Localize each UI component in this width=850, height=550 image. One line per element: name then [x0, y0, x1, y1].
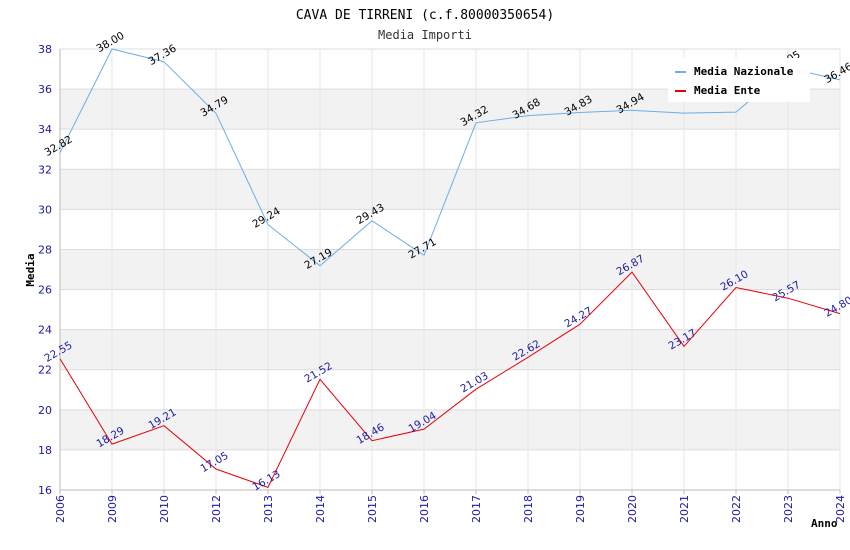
- x-tick-label: 2018: [522, 495, 535, 523]
- data-label: 32.82: [42, 133, 74, 158]
- y-tick-label: 30: [38, 203, 52, 216]
- x-tick-label: 2016: [418, 495, 431, 523]
- background-bands: [60, 89, 840, 450]
- legend-box: [668, 58, 810, 102]
- series-lines: [59, 48, 841, 489]
- x-tick-label: 2013: [262, 495, 275, 523]
- x-tick-label: 2014: [314, 495, 327, 523]
- grid-band: [60, 409, 840, 450]
- y-tick-label: 16: [38, 484, 52, 497]
- series-line-nazionale: [59, 48, 841, 267]
- chart-subtitle: Media Importi: [378, 28, 472, 42]
- x-tick-label: 2019: [574, 495, 587, 523]
- x-tick-label: 2024: [834, 495, 847, 523]
- legend: Media Nazionale Media Ente: [668, 58, 810, 102]
- y-tick-label: 38: [38, 43, 52, 56]
- y-tick-label: 36: [38, 83, 52, 96]
- x-tick-label: 2015: [366, 495, 379, 523]
- chart-title: CAVA DE TIRRENI (c.f.80000350654): [296, 8, 554, 23]
- y-tick-label: 20: [38, 404, 52, 417]
- data-label: 17.05: [198, 450, 230, 475]
- data-label: 37.36: [146, 42, 178, 68]
- y-axis-title: Media: [24, 253, 37, 286]
- x-tick-label: 2010: [158, 495, 171, 523]
- y-tick-label: 18: [38, 444, 52, 457]
- y-tick-label: 32: [38, 163, 52, 176]
- x-tick-label: 2017: [470, 495, 483, 523]
- y-tick-label: 24: [38, 324, 52, 337]
- x-tick-labels: 2006 2009 2010 2012 2013 2014 2015 2016 2017 2018…: [54, 495, 847, 523]
- grid-band: [60, 329, 840, 370]
- y-tick-labels: 16 18 20 22 24 26 28 30 32 34 36 38: [38, 43, 52, 497]
- data-label: 24.80: [822, 294, 850, 319]
- data-label: 24.27: [562, 305, 594, 330]
- y-tick-label: 28: [38, 243, 52, 256]
- legend-label-nazionale: Media Nazionale: [694, 65, 794, 78]
- y-tick-label: 26: [38, 284, 52, 297]
- x-tick-label: 2020: [626, 495, 639, 523]
- axes: [59, 49, 841, 494]
- x-tick-label: 2012: [210, 495, 223, 523]
- series-line-ente: [59, 271, 841, 489]
- y-tick-label: 34: [38, 123, 52, 136]
- x-axis-title: Anno: [811, 517, 838, 530]
- x-tick-label: 2006: [54, 495, 67, 523]
- x-tick-label: 2022: [730, 495, 743, 523]
- grid-band: [60, 249, 840, 290]
- data-label: 36.46: [822, 60, 850, 86]
- x-tick-label: 2009: [106, 495, 119, 523]
- x-tick-label: 2023: [782, 495, 795, 523]
- data-label: 21.03: [458, 370, 490, 395]
- x-tick-label: 2021: [678, 495, 691, 523]
- legend-label-ente: Media Ente: [694, 84, 761, 97]
- y-tick-label: 22: [38, 364, 52, 377]
